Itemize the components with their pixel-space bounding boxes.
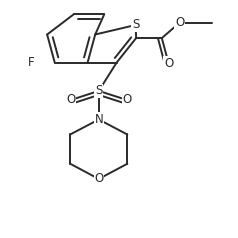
Text: O: O: [94, 173, 103, 185]
Text: S: S: [95, 84, 102, 97]
Text: O: O: [66, 94, 75, 106]
Text: N: N: [94, 113, 103, 126]
Text: F: F: [28, 56, 34, 69]
Text: O: O: [164, 57, 173, 69]
Text: O: O: [122, 94, 131, 106]
Text: O: O: [175, 16, 184, 29]
Text: S: S: [132, 19, 139, 31]
